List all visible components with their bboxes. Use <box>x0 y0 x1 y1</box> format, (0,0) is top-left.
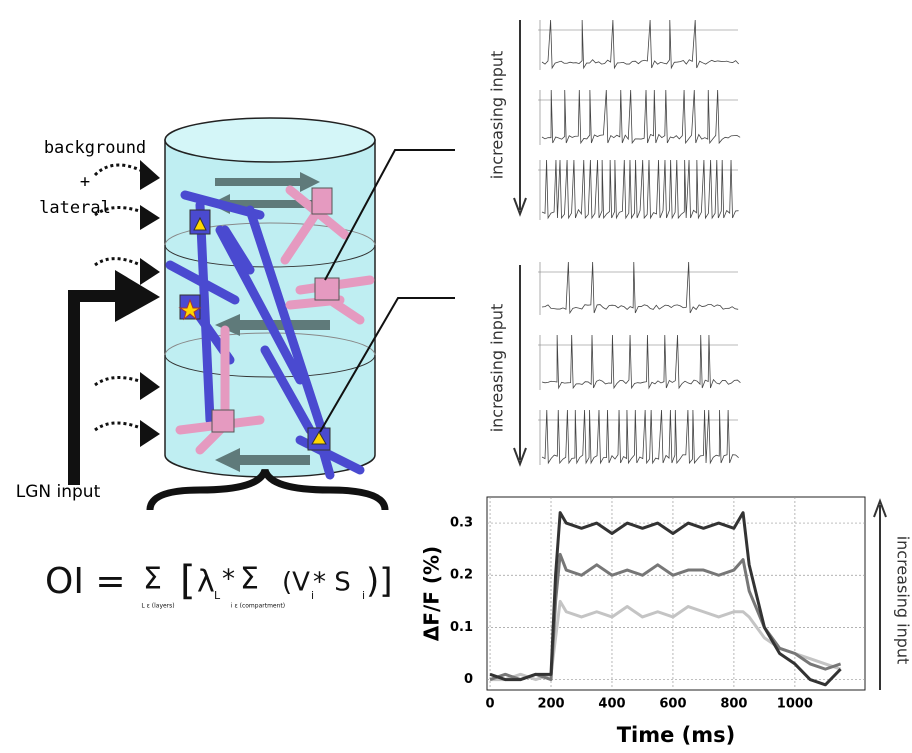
trace <box>542 160 739 218</box>
brace <box>150 470 385 510</box>
formula-lambda: λ <box>197 565 215 600</box>
label-plus: + <box>80 172 90 192</box>
y-axis-label: ΔF/F (%) <box>420 546 444 641</box>
chart: 0 0.1 0.2 0.3 0 200 400 600 800 1000 Time (ms) ΔF/F… <box>420 497 866 747</box>
x-tick-label: 400 <box>598 697 625 712</box>
y-tick-label: 0 <box>464 672 473 687</box>
x-tick-label: 200 <box>537 697 564 712</box>
x-tick-label: 0 <box>486 697 495 712</box>
y-tick-label: 0.3 <box>450 516 473 531</box>
formula-s: * S <box>313 568 351 598</box>
trace <box>542 335 740 388</box>
formula-sum: Σ <box>240 562 259 597</box>
trace <box>542 262 738 313</box>
formula-sub: i ε (compartment) <box>231 603 285 610</box>
formula-sub: L ε (layers) <box>141 603 174 610</box>
formula: OI = Σ L ε (layers) [ λ L * Σ i ε (compa… <box>45 558 393 610</box>
label-increasing: increasing input <box>488 304 507 433</box>
x-tick-label: 600 <box>659 697 686 712</box>
arrow <box>514 20 526 214</box>
formula-close: )] <box>366 562 393 602</box>
x-tick-label: 1000 <box>777 697 813 712</box>
arrow <box>874 501 886 690</box>
label-background: background <box>44 138 146 158</box>
formula-times: * <box>222 565 235 595</box>
y-tick-label: 0.1 <box>450 620 473 635</box>
trace <box>542 90 740 143</box>
y-tick-label: 0.2 <box>450 568 473 583</box>
label-increasing: increasing input <box>488 51 507 180</box>
formula-sub: i <box>362 589 365 602</box>
x-tick-label: 800 <box>720 697 747 712</box>
trace <box>542 410 739 463</box>
x-axis-label: Time (ms) <box>617 723 736 747</box>
label-increasing: increasing input <box>894 536 912 665</box>
spike-traces <box>538 20 740 465</box>
formula-v: (V <box>282 568 310 598</box>
formula-bracket: [ <box>180 558 196 604</box>
formula-sum: Σ <box>143 562 162 597</box>
arrow <box>514 265 526 464</box>
formula-sub: L <box>214 589 221 602</box>
formula-lhs: OI = <box>45 561 126 602</box>
label-lateral: lateral <box>39 198 111 218</box>
label-lgn: LGN input <box>16 482 101 502</box>
trace <box>542 20 739 68</box>
